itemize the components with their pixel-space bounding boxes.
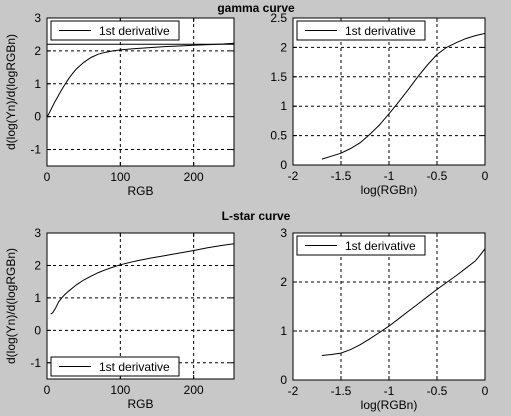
y-tick-label: 2	[34, 44, 41, 58]
y-tick-label: 2	[34, 258, 41, 272]
legend-entry: 1st derivative	[99, 360, 170, 374]
x-tick-label: 0	[482, 169, 489, 183]
plot-area	[47, 233, 234, 379]
y-tick-label: 1	[34, 291, 41, 305]
y-tick-label: 3	[34, 226, 41, 240]
x-tick-label: -1.5	[331, 384, 352, 398]
y-tick-label: 0	[34, 323, 41, 337]
x-tick-label: 100	[110, 383, 130, 397]
series-line-derivative	[321, 248, 485, 356]
chart-gamma-rgb: 0 100 200-10123RGBd(log(Yn)/d(logRGBn)gamm…	[4, 1, 295, 198]
y-tick-label: 0	[34, 110, 41, 124]
y-tick-label: 3	[34, 11, 41, 25]
legend: 1st derivative	[296, 20, 426, 41]
y-axis-label: d(log(Yn)/d(logRGBn)	[4, 248, 18, 364]
axes-frame	[46, 232, 235, 380]
y-tick-label: 1.5	[270, 70, 287, 84]
x-tick-label: -1	[384, 169, 395, 183]
legend-box	[50, 356, 180, 377]
legend: 1st derivative	[296, 235, 426, 256]
y-tick-label: 0	[280, 158, 287, 172]
legend-box	[50, 20, 180, 41]
x-tick-label: 100	[110, 170, 130, 184]
x-tick-label: 0	[44, 170, 51, 184]
y-tick-label: 2.5	[270, 11, 287, 25]
x-tick-label: -0.5	[427, 384, 448, 398]
chart-gamma-log: -2 -1.5 -1 -0.5 0 0 0.5 1 1.5 2 2.5 log(RGBn) 1st de…	[270, 11, 488, 197]
legend: 1st derivative	[50, 20, 180, 41]
y-tick-label: 3	[280, 226, 287, 240]
y-tick-label: 1	[280, 324, 287, 338]
axes-frame	[46, 17, 235, 167]
y-tick-label: 1	[280, 99, 287, 113]
chart-lstar-log: -2 -1.5 -1 -0.5 0 0 1 2 3 log(RGBn) 1st derivative	[280, 226, 488, 412]
y-tick-label: -1	[30, 356, 41, 370]
y-tick-label: 2	[280, 40, 287, 54]
x-tick-label: -0.5	[427, 169, 448, 183]
x-axis-label: RGB	[127, 184, 153, 198]
x-tick-label: 200	[184, 383, 204, 397]
legend-box	[296, 20, 426, 41]
x-tick-label: 0	[482, 384, 489, 398]
x-tick-label: -2	[288, 169, 299, 183]
y-tick-label: 1	[34, 77, 41, 91]
x-tick-label: 0	[44, 383, 51, 397]
y-tick-label: 0	[280, 373, 287, 387]
legend: 1st derivative	[50, 356, 180, 377]
x-axis-label: log(RGBn)	[361, 183, 418, 197]
x-axis-label: log(RGBn)	[361, 398, 418, 412]
x-axis-label: RGB	[127, 397, 153, 411]
y-axis-label: d(log(Yn)/d(logRGBn)	[4, 34, 18, 150]
chart-title: gamma curve	[217, 1, 295, 15]
legend-entry: 1st derivative	[345, 24, 416, 38]
chart-title: L-star curve	[222, 209, 291, 223]
plot-area	[47, 18, 234, 166]
chart-lstar-rgb: 0 100 200-10123RGBd(log(Yn)/d(logRGBn)L-st…	[4, 209, 291, 411]
x-tick-label: -2	[288, 384, 299, 398]
series-line-derivative	[321, 32, 485, 160]
legend-box	[296, 235, 426, 256]
series-line-derivative	[47, 42, 234, 118]
y-tick-label: -1	[30, 143, 41, 157]
x-tick-label: -1	[384, 384, 395, 398]
legend-entry: 1st derivative	[345, 239, 416, 253]
series-line-derivative	[50, 243, 234, 315]
x-tick-label: -1.5	[331, 169, 352, 183]
x-tick-label: 200	[184, 170, 204, 184]
legend-entry: 1st derivative	[99, 24, 170, 38]
y-tick-label: 0.5	[270, 129, 287, 143]
y-tick-label: 2	[280, 275, 287, 289]
